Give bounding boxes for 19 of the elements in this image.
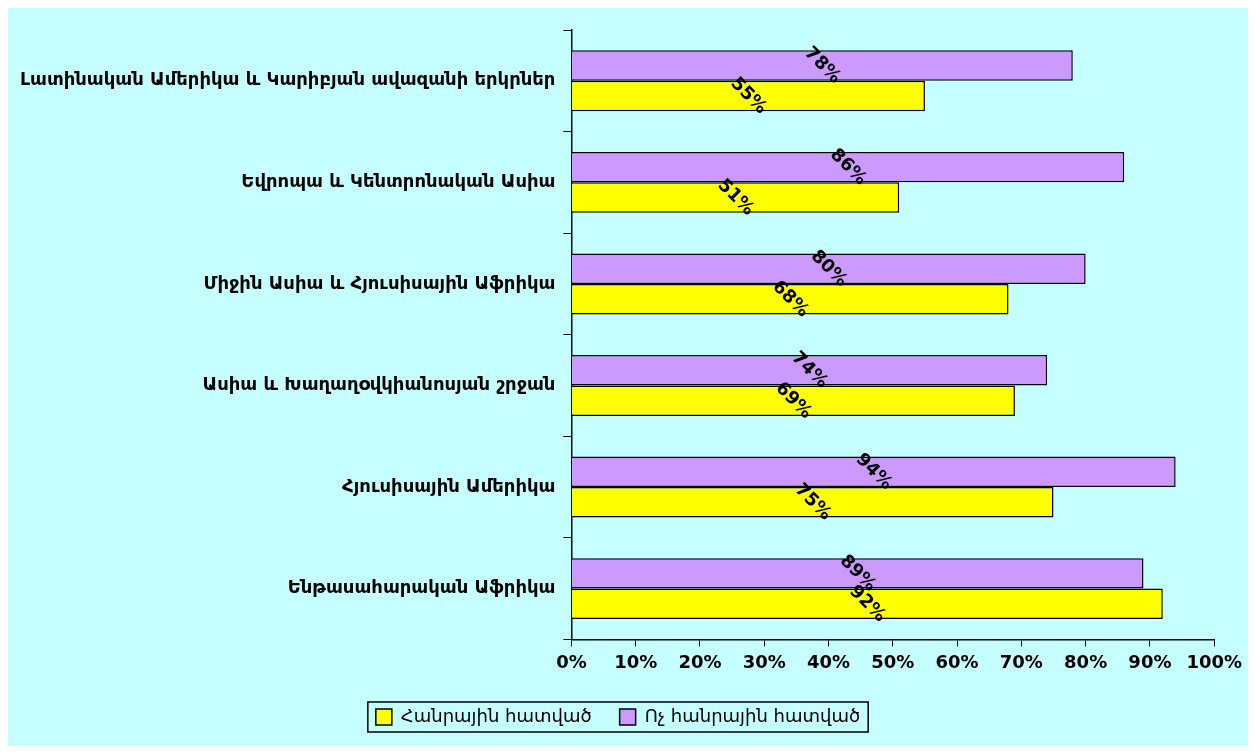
x-tick-label: 10% [614, 650, 658, 672]
x-tick-label: 100% [1186, 650, 1242, 672]
x-tick-label: 20% [678, 650, 722, 672]
x-tick-label: 40% [806, 650, 851, 672]
legend-label: Ոչ հանրային հատված [644, 704, 861, 726]
x-tick-label: 70% [999, 650, 1043, 672]
x-tick-label: 30% [742, 650, 786, 672]
legend-label: Հանրային հատված [400, 704, 592, 726]
y-tick-label: Ասիա և Խաղաղօվկիանոսյան շրջան [202, 373, 556, 395]
y-tick-label: Միջին Ասիա և Հյուսիսային Աֆրիկա [203, 271, 556, 293]
x-tick-label: 90% [1128, 650, 1172, 672]
x-tick-label: 80% [1064, 650, 1108, 672]
y-tick-label: Լատինական Ամերիկա և Կարիբյան ավազանի երկրներ [19, 68, 556, 90]
x-tick-label: 60% [935, 650, 979, 672]
y-tick-label: Ենթասահարական Աֆրիկա [287, 576, 556, 598]
y-tick-label: Հյուսիսային Ամերիկա [342, 474, 556, 496]
y-tick-label: Եվրոպա և Կենտրոնական Ասիա [241, 170, 556, 192]
x-tick-label: 50% [871, 650, 915, 672]
x-tick-label: 0% [556, 650, 587, 672]
